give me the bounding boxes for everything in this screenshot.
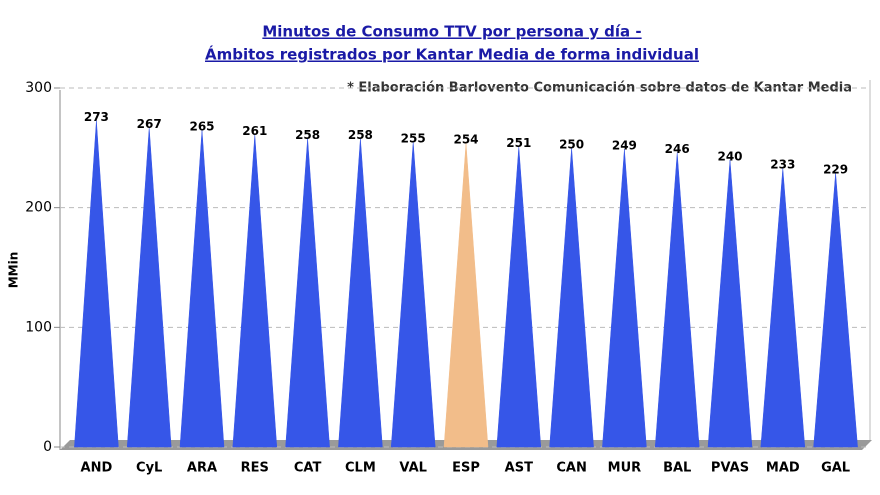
cone-bar [443,143,489,448]
x-tick-label: AST [505,461,533,476]
x-tick-label: BAL [663,461,691,476]
y-tick-label: 300 [25,80,52,96]
value-label: 258 [348,128,373,142]
cone-bar [549,147,594,448]
cone-bar [285,138,330,448]
x-tick-label: ARA [187,461,217,476]
chart-title: Minutos de Consumo TTV por persona y día… [262,23,641,41]
value-label: 249 [612,139,637,153]
x-tick-label: VAL [399,461,427,476]
y-tick-label: 0 [43,439,52,455]
x-tick-label: CyL [136,461,162,476]
cone-bar [496,146,542,448]
cone-bar [707,159,753,448]
cone-bar [654,152,700,448]
cone-bar [126,127,172,448]
x-tick-label: MAD [766,461,800,476]
cone-bar [602,149,647,448]
y-axis-label: MMin [7,252,21,289]
cone-bar [760,168,806,448]
value-label: 251 [506,136,531,150]
value-label: 255 [401,131,426,145]
cone-bar [232,134,278,448]
y-tick-label: 100 [25,319,52,335]
value-label: 229 [823,162,848,176]
value-label: 261 [242,124,267,138]
x-tick-label: RES [241,461,269,476]
value-label: 267 [137,117,162,131]
cone-bar [179,129,225,448]
chart-subtitle: Ámbitos registrados por Kantar Media de … [205,45,699,64]
cone-bar [74,120,119,448]
y-tick-label: 200 [25,200,52,216]
value-label: 246 [665,142,690,156]
x-tick-label: MUR [608,461,642,476]
value-label: 265 [189,119,214,133]
x-tick-label: GAL [821,461,850,476]
value-label: 258 [295,128,320,142]
cone-bar [813,172,858,448]
annotation: * Elaboración Barlovento Comunicación so… [347,81,852,96]
value-label: 254 [453,133,478,147]
x-tick-label: PVAS [711,461,749,476]
cone-bar [390,141,436,448]
value-label: 273 [84,110,109,124]
cone-bar [338,138,383,448]
x-tick-label: CLM [345,461,376,476]
x-tick-label: CAT [294,461,322,476]
x-tick-label: ESP [452,461,480,476]
x-tick-label: CAN [556,461,586,476]
value-label: 240 [717,149,742,163]
value-label: 250 [559,137,584,151]
x-tick-label: AND [81,461,113,476]
value-label: 233 [770,158,795,172]
